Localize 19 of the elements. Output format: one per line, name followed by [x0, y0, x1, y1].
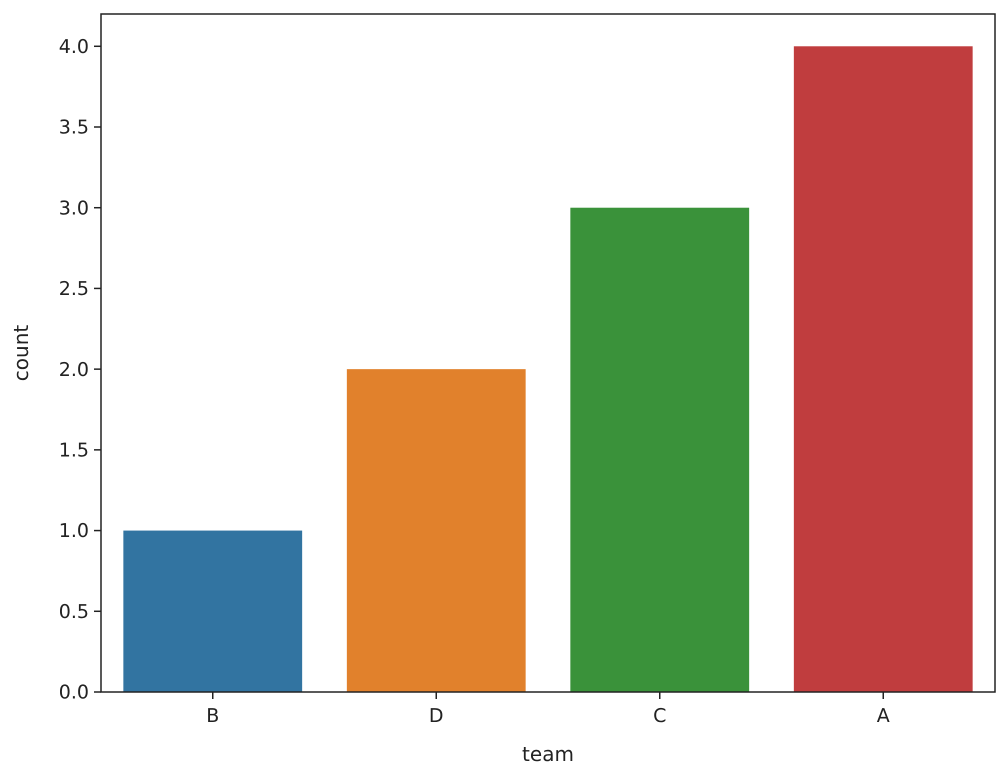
- y-tick-label: 0.5: [58, 600, 89, 623]
- x-tick-label: C: [653, 705, 666, 727]
- y-tick-label: 1.5: [58, 440, 89, 462]
- x-tick-label: B: [206, 705, 220, 727]
- y-tick-label: 0.0: [58, 682, 89, 704]
- y-axis-title: count: [9, 324, 33, 382]
- bar: [123, 530, 302, 692]
- y-tick-label: 4.0: [58, 36, 89, 58]
- bar: [570, 208, 750, 692]
- bar: [346, 369, 526, 692]
- y-tick-label: 3.0: [58, 197, 89, 220]
- y-tick-label: 3.5: [58, 116, 89, 139]
- x-axis-title: team: [522, 742, 574, 766]
- x-tick-label: A: [876, 705, 890, 727]
- bar: [794, 46, 973, 692]
- y-tick-label: 1.0: [58, 520, 89, 542]
- y-tick-label: 2.0: [58, 358, 89, 381]
- x-tick-label: D: [428, 705, 444, 727]
- y-tick-label: 2.5: [58, 278, 89, 300]
